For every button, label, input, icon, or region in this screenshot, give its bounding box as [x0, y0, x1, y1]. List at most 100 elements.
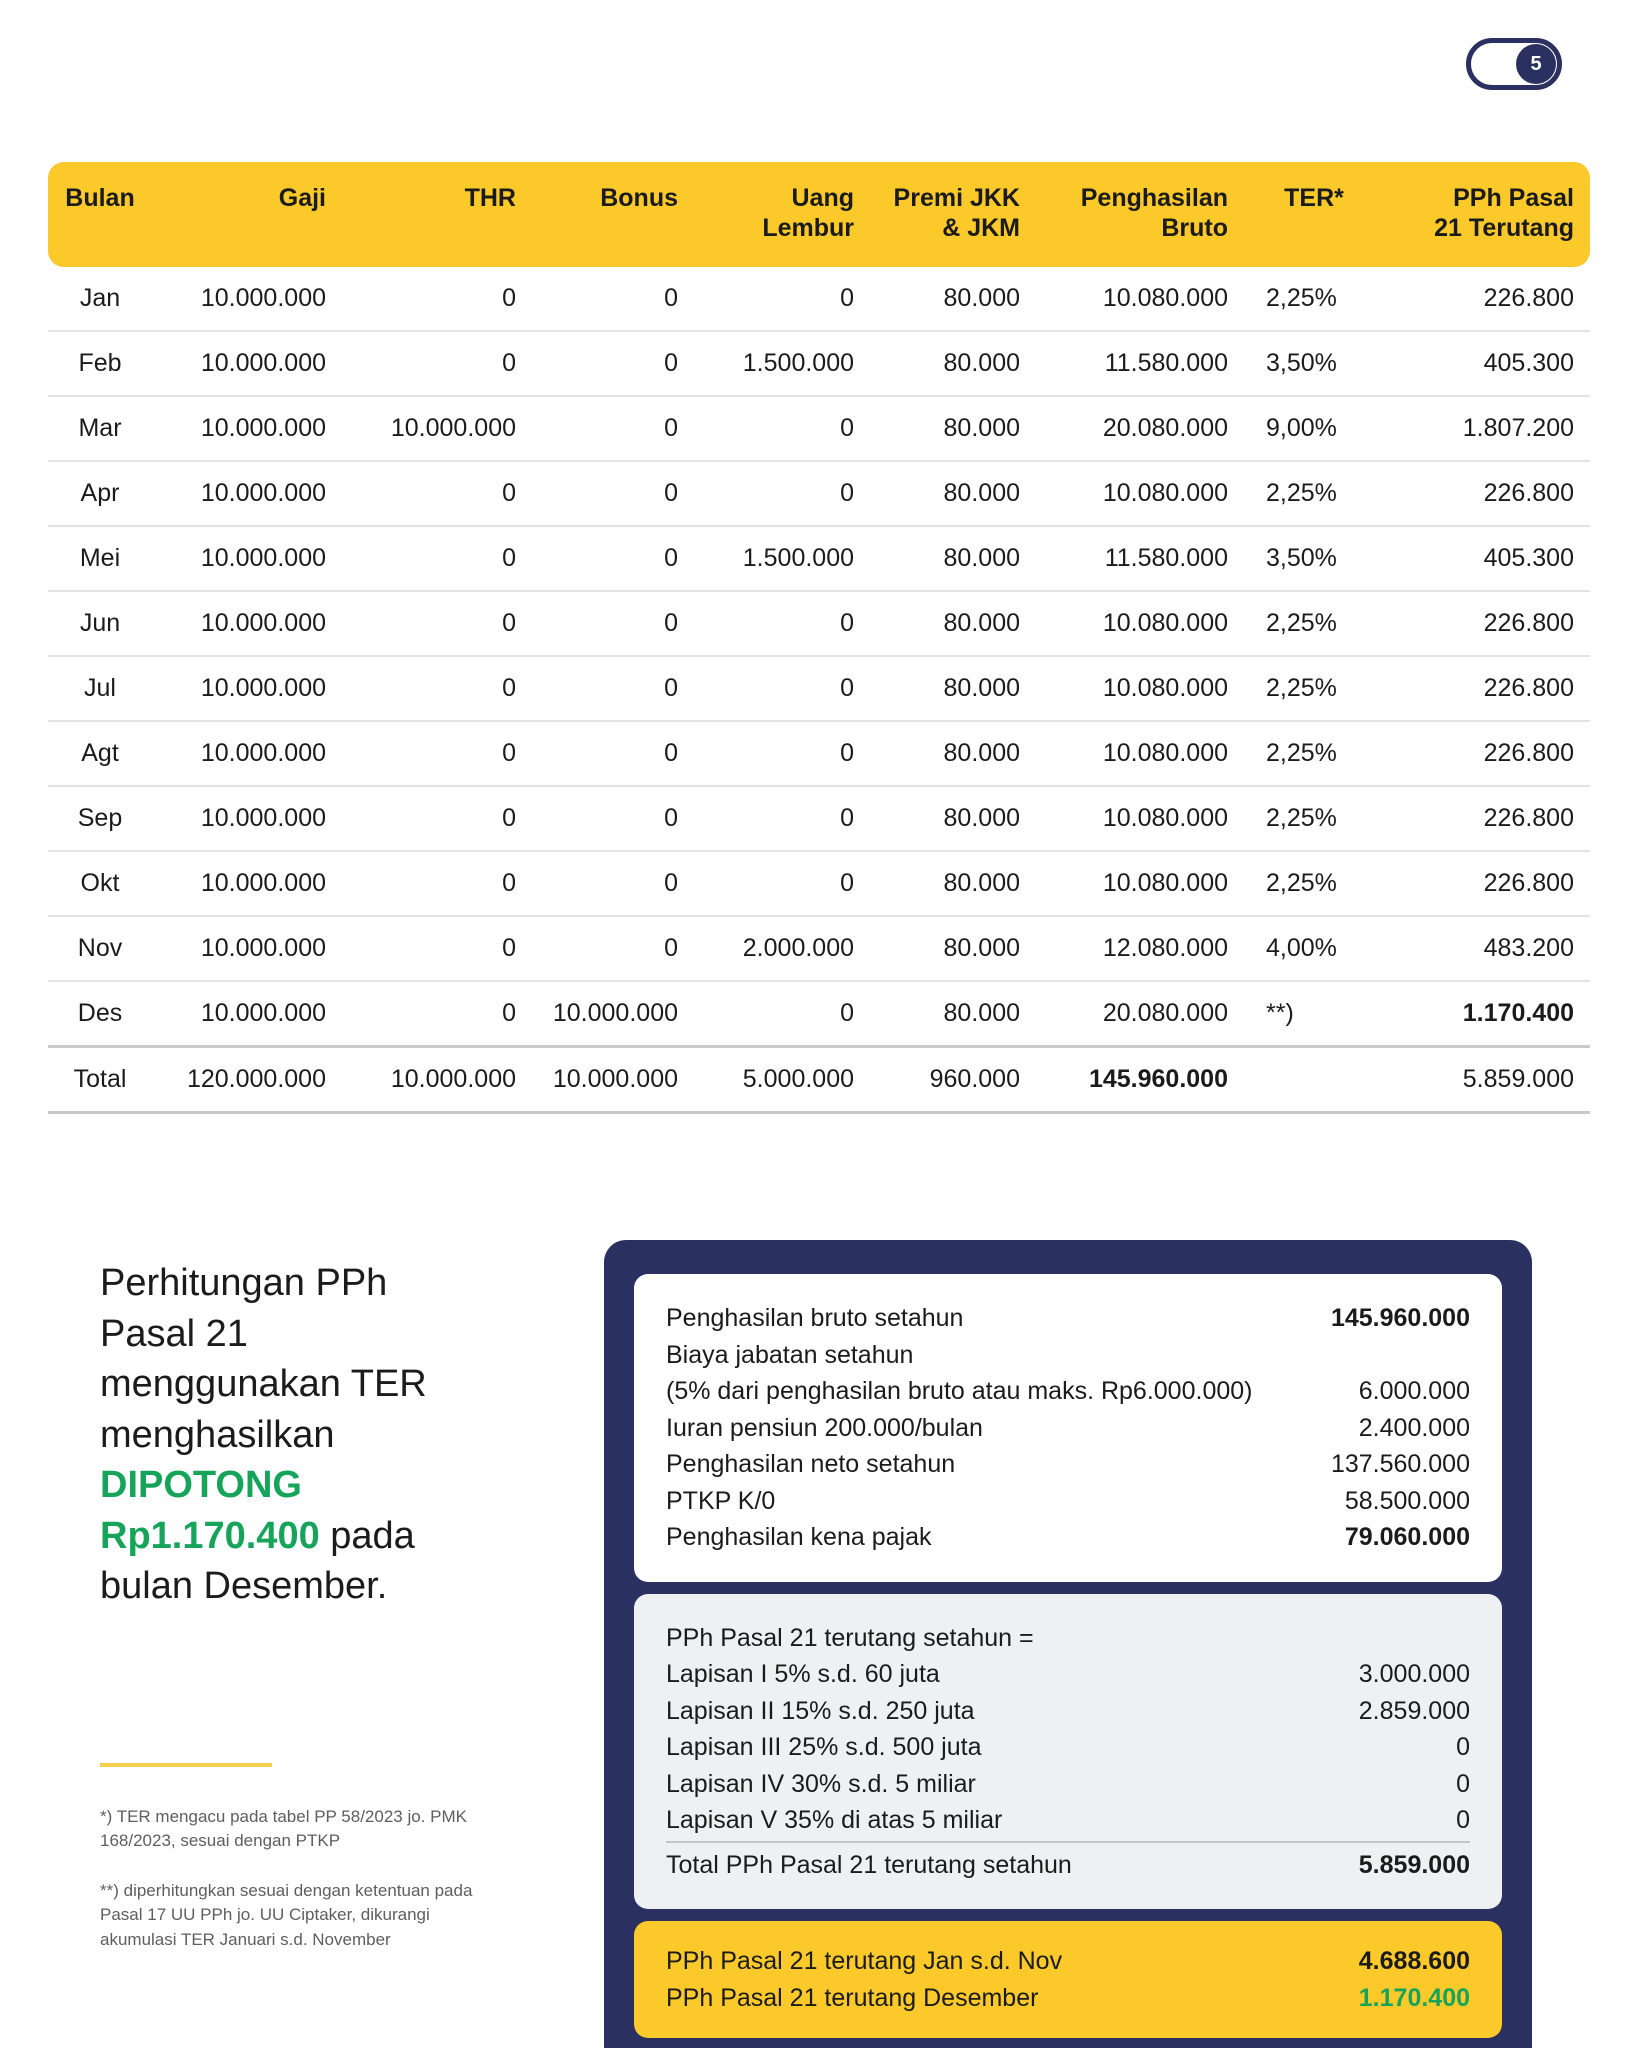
cell-thr: 0	[342, 721, 532, 787]
cell-bruto: 10.080.000	[1036, 851, 1244, 917]
income-label: Penghasilan bruto setahun	[666, 1304, 964, 1332]
income-label: Iuran pensiun 200.000/bulan	[666, 1413, 983, 1442]
summary-row: PPh Pasal 21 terutang Jan s.d. Nov 4.688.…	[666, 1943, 1470, 1980]
cell-bonus: 0	[532, 591, 694, 657]
bracket-row: Lapisan IV 30% s.d. 5 miliar 0	[666, 1766, 1470, 1803]
cell-thr: 0	[342, 331, 532, 397]
cell-premi: 80.000	[870, 851, 1036, 917]
bracket-value: 0	[1456, 1733, 1470, 1761]
income-row: Iuran pensiun 200.000/bulan 2.400.000	[666, 1410, 1470, 1447]
cell-premi: 80.000	[870, 916, 1036, 982]
cell-pph: 1.807.200	[1384, 396, 1590, 462]
cell-ter: 2,25%	[1244, 461, 1384, 527]
cell-bonus: 0	[532, 396, 694, 462]
cell-gaji: 10.000.000	[152, 396, 342, 462]
cell-ter: 4,00%	[1244, 916, 1384, 982]
column-header-ter: TER*	[1244, 162, 1384, 267]
income-row: Penghasilan bruto setahun 145.960.000	[666, 1300, 1470, 1337]
column-header-thr: THR	[342, 162, 532, 267]
cell-premi: 80.000	[870, 786, 1036, 852]
table-header: Bulan Gaji THR Bonus Uang Lembur Premi J…	[48, 162, 1590, 267]
footnote-two: **) diperhitungkan sesuai dengan ketentu…	[100, 1881, 473, 1949]
cell-month: Des	[48, 981, 152, 1048]
table-row: Jun 10.000.000 0 0 0 80.000 10.080.000 2,25% 226…	[48, 591, 1590, 657]
bracket-value: 0	[1456, 1769, 1470, 1798]
table-header-row: Bulan Gaji THR Bonus Uang Lembur Premi J…	[48, 162, 1590, 267]
bracket-row: Lapisan V 35% di atas 5 miliar 0	[666, 1802, 1470, 1839]
bracket-label: Lapisan III 25% s.d. 500 juta	[666, 1733, 982, 1761]
cell-pph: 226.800	[1384, 591, 1590, 657]
cell-pph: 405.300	[1384, 331, 1590, 397]
cell-bonus: 0	[532, 526, 694, 592]
bracket-row: Lapisan II 15% s.d. 250 juta 2.859.000	[666, 1693, 1470, 1730]
narrative-highlight-dipotong: DIPOTONG	[100, 1464, 302, 1507]
cell-bruto: 10.080.000	[1036, 591, 1244, 657]
cell-month: Sep	[48, 786, 152, 852]
cell-pph: 226.800	[1384, 267, 1590, 332]
cell-thr: 10.000.000	[342, 396, 532, 462]
cell-bonus: 0	[532, 331, 694, 397]
cell-bruto: 20.080.000	[1036, 396, 1244, 462]
cell-bonus: 0	[532, 721, 694, 787]
cell-gaji: 10.000.000	[152, 786, 342, 852]
cell-month: Agt	[48, 721, 152, 787]
footnote-one: *) TER mengacu pada tabel PP 58/2023 jo.…	[100, 1807, 467, 1851]
income-row: PTKP K/0 58.500.000	[666, 1483, 1470, 1520]
cell-uang-lembur: 0	[694, 267, 870, 332]
cell-gaji: 10.000.000	[152, 656, 342, 722]
cell-pph: 405.300	[1384, 526, 1590, 592]
cell-uang-lembur: 0	[694, 721, 870, 787]
income-row: Biaya jabatan setahun-	[666, 1337, 1470, 1374]
total-cell-thr: 10.000.000	[342, 1045, 532, 1114]
cell-pph: 226.800	[1384, 656, 1590, 722]
bracket-lines: PPh Pasal 21 terutang setahun =-Lapisan …	[666, 1620, 1470, 1839]
cell-bruto: 11.580.000	[1036, 526, 1244, 592]
income-label: Penghasilan kena pajak	[666, 1523, 932, 1551]
cell-gaji: 10.000.000	[152, 591, 342, 657]
column-header-uang-lembur: Uang Lembur	[694, 162, 870, 267]
bracket-label: Lapisan V 35% di atas 5 miliar	[666, 1806, 1003, 1834]
summary-row: PPh Pasal 21 terutang Desember 1.170.400	[666, 1980, 1470, 2017]
bracket-row: PPh Pasal 21 terutang setahun =-	[666, 1620, 1470, 1657]
cell-month: Feb	[48, 331, 152, 397]
cell-thr: 0	[342, 461, 532, 527]
narrative-part-2: pada bulan Desember.	[100, 1514, 415, 1608]
income-value: 2.400.000	[1358, 1413, 1470, 1442]
cell-gaji: 10.000.000	[152, 267, 342, 332]
column-header-penghasilan-bruto: Penghasilan Bruto	[1036, 162, 1244, 267]
cell-thr: 0	[342, 851, 532, 917]
cell-thr: 0	[342, 981, 532, 1048]
cell-bruto: 10.080.000	[1036, 461, 1244, 527]
cell-ter: 3,50%	[1244, 331, 1384, 397]
cell-gaji: 10.000.000	[152, 331, 342, 397]
total-cell-month: Total	[48, 1045, 152, 1114]
cell-bruto: 20.080.000	[1036, 981, 1244, 1048]
cell-uang-lembur: 2.000.000	[694, 916, 870, 982]
table-row: Nov 10.000.000 0 0 2.000.000 80.000 12.080.000…	[48, 916, 1590, 982]
cell-premi: 80.000	[870, 461, 1036, 527]
income-label: PTKP K/0	[666, 1486, 776, 1515]
bracket-label: Lapisan II 15% s.d. 250 juta	[666, 1696, 975, 1725]
bracket-label: Lapisan IV 30% s.d. 5 miliar	[666, 1769, 976, 1798]
summary-value: 4.688.600	[1358, 1947, 1470, 1975]
cell-gaji: 10.000.000	[152, 916, 342, 982]
cell-bonus: 0	[532, 461, 694, 527]
total-cell-bruto: 145.960.000	[1036, 1045, 1244, 1114]
cell-gaji: 10.000.000	[152, 461, 342, 527]
bracket-row: Lapisan I 5% s.d. 60 juta 3.000.000	[666, 1656, 1470, 1693]
table-row: Okt 10.000.000 0 0 0 80.000 10.080.000 2,25% 226…	[48, 851, 1590, 917]
cell-ter: 2,25%	[1244, 591, 1384, 657]
narrative-part-1: Perhitungan PPh Pasal 21 menggunakan TER…	[100, 1262, 427, 1456]
cell-bonus: 0	[532, 267, 694, 332]
cell-thr: 0	[342, 591, 532, 657]
bracket-row: Lapisan III 25% s.d. 500 juta 0	[666, 1729, 1470, 1766]
column-header-gaji: Gaji	[152, 162, 342, 267]
bracket-label: PPh Pasal 21 terutang setahun =	[666, 1623, 1034, 1652]
bracket-total-line: Total PPh Pasal 21 terutang setahun 5.85…	[666, 1840, 1470, 1884]
cell-month: Jul	[48, 656, 152, 722]
cell-ter: 2,25%	[1244, 721, 1384, 787]
narrative-highlight-amount: Rp1.170.400	[100, 1514, 320, 1557]
cell-uang-lembur: 1.500.000	[694, 331, 870, 397]
pph-monthly-table-container: Bulan Gaji THR Bonus Uang Lembur Premi J…	[48, 162, 1590, 1114]
table-row: Mar 10.000.000 10.000.000 0 0 80.000 20.080.00…	[48, 396, 1590, 462]
